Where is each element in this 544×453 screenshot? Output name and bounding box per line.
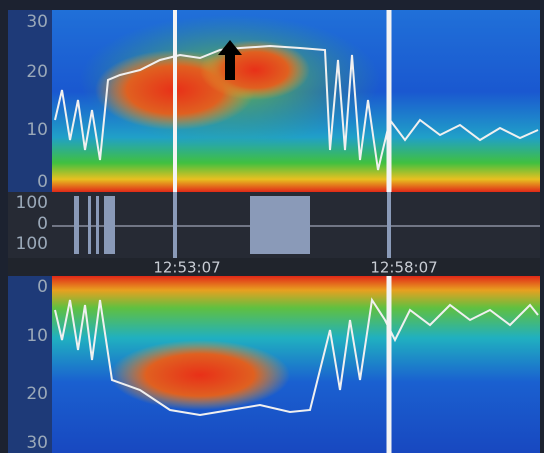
amplitude-label: 0 — [37, 214, 48, 234]
time-label: 12:53:07 — [153, 259, 220, 277]
activity-bars — [74, 196, 310, 254]
time-label: 12:58:07 — [370, 259, 437, 277]
spectral-peak — [200, 40, 310, 100]
y-label: 10 — [26, 326, 48, 346]
trend-trace — [54, 44, 539, 171]
amplitude-label: 100 — [16, 234, 48, 254]
y-label: 0 — [37, 172, 48, 192]
bottom-axis-column — [8, 276, 52, 453]
y-label: 10 — [26, 120, 48, 140]
time-bar — [8, 258, 540, 276]
activity-bar — [104, 196, 115, 254]
amplitude-label: 100 — [16, 193, 48, 213]
activity-bar — [88, 196, 91, 254]
y-label: 30 — [26, 12, 48, 32]
activity-bar — [250, 196, 310, 254]
arrow-marker — [218, 40, 242, 80]
y-label: 20 — [26, 62, 48, 82]
top-axis-column — [8, 10, 52, 192]
y-label: 20 — [26, 384, 48, 404]
activity-bar — [96, 196, 99, 254]
activity-bar — [74, 196, 79, 254]
trend-trace — [54, 297, 539, 417]
y-label: 0 — [37, 277, 48, 297]
spectral-peak — [110, 340, 290, 410]
y-label: 30 — [26, 433, 48, 453]
